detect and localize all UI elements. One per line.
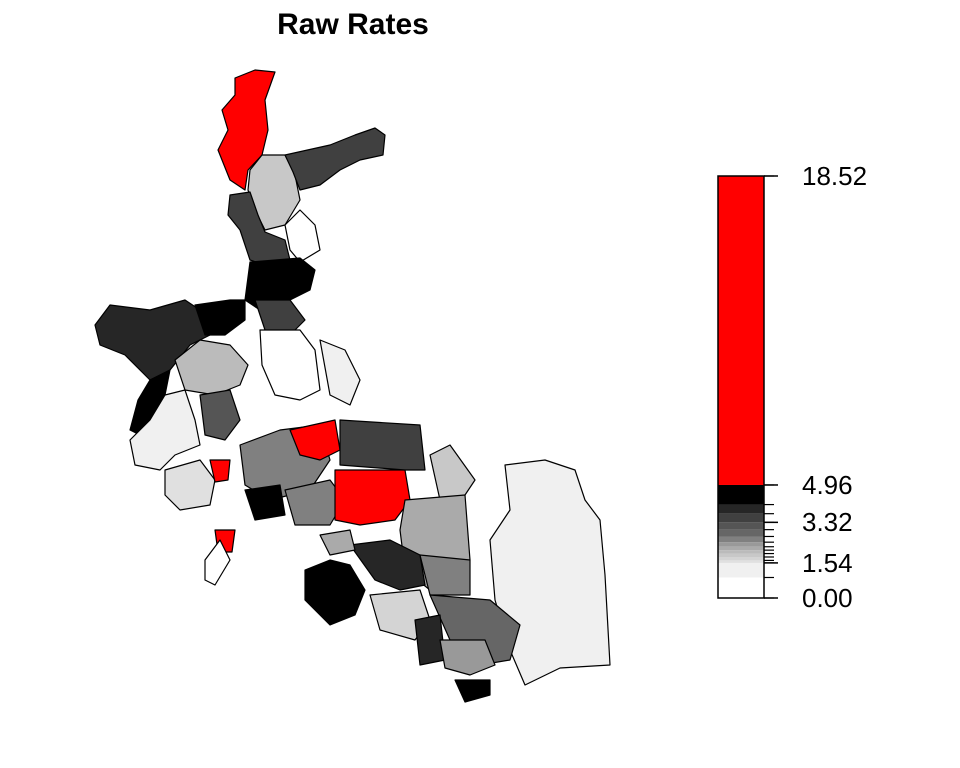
legend-frame xyxy=(717,175,765,599)
map-title: Raw Rates xyxy=(277,8,429,41)
legend-band xyxy=(718,529,764,537)
region xyxy=(217,69,276,191)
region xyxy=(489,459,611,686)
legend-band xyxy=(718,484,764,505)
region xyxy=(204,539,231,586)
legend-band xyxy=(718,504,764,514)
legend-tick-label: 18.52 xyxy=(802,161,867,191)
legend-tick-label: 3.32 xyxy=(802,507,853,537)
region xyxy=(199,389,241,441)
region xyxy=(339,419,426,471)
region xyxy=(284,209,321,263)
region xyxy=(284,127,386,191)
region xyxy=(129,389,201,471)
region xyxy=(259,329,321,401)
legend-band xyxy=(718,513,764,523)
region xyxy=(254,299,306,336)
legend-band xyxy=(718,546,764,551)
region xyxy=(429,444,476,501)
legend-tick-label: 4.96 xyxy=(802,470,853,500)
region xyxy=(174,339,249,396)
region xyxy=(439,639,496,676)
region xyxy=(454,679,491,703)
region xyxy=(244,484,286,521)
legend-band xyxy=(718,542,764,547)
region xyxy=(334,469,411,526)
region xyxy=(194,299,246,336)
legend-band xyxy=(718,560,764,563)
region xyxy=(319,529,356,556)
legend-band xyxy=(718,556,764,561)
region xyxy=(164,459,216,511)
region xyxy=(209,459,231,483)
region xyxy=(304,559,366,626)
legend-band xyxy=(718,553,764,557)
legend-tick-label: 1.54 xyxy=(802,548,853,578)
legend-tick-label: 0.00 xyxy=(802,583,853,613)
legend-band xyxy=(718,536,764,543)
region xyxy=(349,539,426,591)
legend-band xyxy=(718,176,764,485)
legend-band xyxy=(718,522,764,530)
region xyxy=(319,339,361,406)
legend-band xyxy=(718,577,764,598)
region xyxy=(419,554,471,596)
region xyxy=(244,257,316,311)
legend-band xyxy=(718,562,764,578)
legend-band xyxy=(718,550,764,554)
region xyxy=(289,419,341,461)
